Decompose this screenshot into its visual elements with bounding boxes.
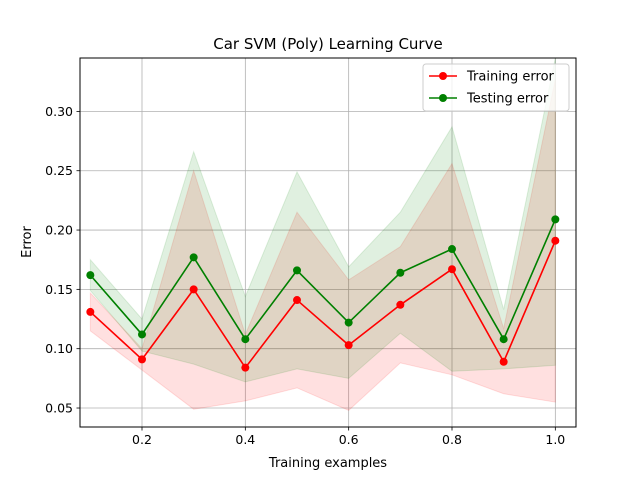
y-axis-label: Error <box>20 226 35 258</box>
chart-title: Car SVM (Poly) Learning Curve <box>213 35 442 53</box>
training-error-band <box>89 79 556 411</box>
legend-label-testing: Testing error <box>466 92 549 107</box>
testing-error-point <box>448 245 456 254</box>
legend-marker-training <box>439 72 447 80</box>
series-lines <box>89 219 557 369</box>
training-error-point <box>86 307 95 316</box>
plot-frame <box>79 57 577 428</box>
legend-box <box>422 63 570 112</box>
testing-error-band <box>89 57 556 383</box>
testing-error-point <box>138 330 146 339</box>
training-error-point <box>396 300 405 309</box>
x-tick-label: 0.4 <box>235 432 255 447</box>
series-markers <box>86 215 560 372</box>
legend: Training error Testing error <box>422 63 570 112</box>
legend-label-training: Training error <box>466 70 555 85</box>
axis-ticks: 0.2 0.4 0.6 0.8 1.0 0.05 0.10 0.15 0.20 0.25 0.30 <box>45 104 565 447</box>
y-tick-label: 0.05 <box>45 401 73 416</box>
testing-error-point <box>189 253 198 262</box>
testing-error-point <box>293 266 301 275</box>
testing-error-point <box>396 268 405 277</box>
training-error-point <box>293 296 301 305</box>
confidence-bands <box>89 57 556 411</box>
training-error-point <box>551 236 560 245</box>
training-error-point <box>448 265 456 274</box>
plot-area <box>80 58 576 427</box>
y-tick-label: 0.25 <box>45 163 73 178</box>
training-error-line <box>89 240 557 369</box>
y-tick-label: 0.30 <box>45 104 73 119</box>
training-error-point <box>499 357 508 366</box>
training-error-point <box>189 285 198 294</box>
y-tick-label: 0.15 <box>45 282 73 297</box>
training-error-point <box>344 341 353 350</box>
testing-error-point <box>499 335 508 344</box>
legend-marker-testing <box>439 94 447 102</box>
testing-error-point <box>86 271 95 280</box>
y-tick-label: 0.10 <box>45 341 73 356</box>
testing-error-point <box>344 318 353 327</box>
training-error-point <box>138 355 146 364</box>
x-tick-label: 1.0 <box>545 432 565 447</box>
testing-error-point <box>241 335 250 344</box>
x-tick-label: 0.6 <box>339 432 359 447</box>
x-tick-label: 0.2 <box>132 432 152 447</box>
testing-error-point <box>551 215 560 224</box>
x-axis-label: Training examples <box>268 456 387 471</box>
training-error-point <box>241 363 250 372</box>
y-tick-label: 0.20 <box>45 223 73 238</box>
testing-error-line <box>89 219 557 340</box>
grid <box>80 58 576 427</box>
x-tick-label: 0.8 <box>442 432 462 447</box>
